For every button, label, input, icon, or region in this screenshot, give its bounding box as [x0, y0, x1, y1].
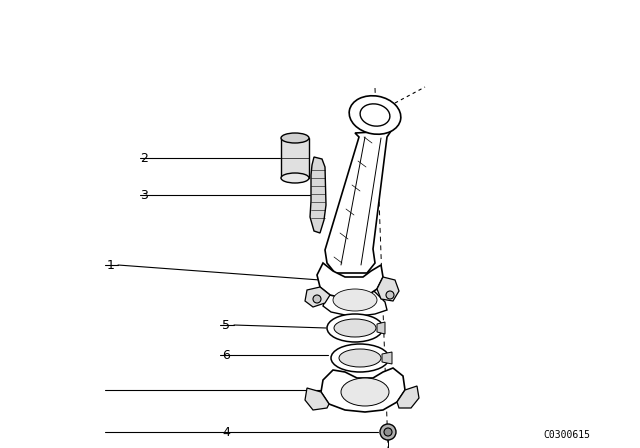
- Ellipse shape: [386, 291, 394, 299]
- Ellipse shape: [281, 173, 309, 183]
- Polygon shape: [305, 287, 330, 307]
- Ellipse shape: [341, 378, 389, 406]
- Text: 5: 5: [222, 319, 230, 332]
- Ellipse shape: [339, 349, 381, 367]
- Ellipse shape: [349, 96, 401, 134]
- Text: 4: 4: [222, 426, 230, 439]
- Ellipse shape: [331, 344, 389, 372]
- Polygon shape: [323, 285, 387, 316]
- Ellipse shape: [327, 314, 383, 342]
- Polygon shape: [397, 386, 419, 408]
- Text: 3: 3: [140, 189, 148, 202]
- Polygon shape: [377, 322, 385, 334]
- Ellipse shape: [384, 428, 392, 436]
- Text: 6: 6: [222, 349, 230, 362]
- Ellipse shape: [334, 319, 376, 337]
- Text: C0300615: C0300615: [543, 430, 590, 440]
- Text: 2: 2: [140, 151, 148, 164]
- Polygon shape: [305, 388, 329, 410]
- Text: 1: 1: [107, 258, 115, 271]
- Ellipse shape: [360, 104, 390, 126]
- Ellipse shape: [281, 133, 309, 143]
- Polygon shape: [382, 352, 392, 364]
- Ellipse shape: [333, 289, 377, 311]
- Polygon shape: [321, 368, 405, 412]
- Polygon shape: [317, 263, 383, 299]
- Ellipse shape: [313, 295, 321, 303]
- Polygon shape: [377, 277, 399, 301]
- Ellipse shape: [380, 424, 396, 440]
- Polygon shape: [325, 131, 391, 273]
- Polygon shape: [310, 157, 326, 233]
- Polygon shape: [281, 138, 309, 178]
